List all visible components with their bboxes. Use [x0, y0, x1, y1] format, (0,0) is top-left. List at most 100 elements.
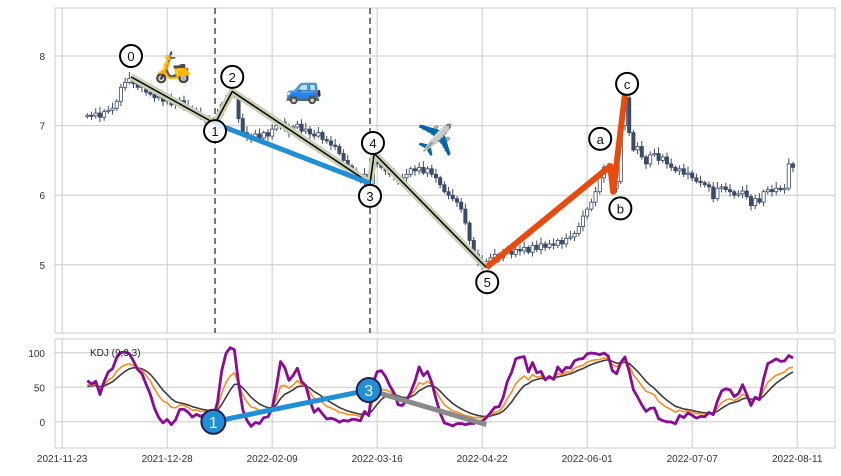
candle-up — [538, 243, 543, 250]
candle-up — [555, 240, 560, 246]
candle-down — [690, 172, 695, 179]
candle-up — [425, 168, 430, 174]
candle-up — [786, 163, 791, 189]
candle-down — [454, 198, 459, 203]
x-tick-label: 2022-02-09 — [247, 454, 299, 465]
candle-down — [744, 190, 749, 197]
candle-down — [446, 191, 451, 196]
kdj-marker-circle — [200, 408, 227, 435]
candle-up — [715, 187, 720, 200]
candle-up — [652, 153, 657, 156]
candle-down — [148, 91, 153, 95]
wave-label: 1 — [211, 124, 218, 139]
wave-label: a — [597, 132, 605, 147]
correction-wave-line — [484, 93, 628, 270]
wave-label-circle — [119, 44, 144, 69]
candle-up — [110, 107, 115, 111]
candle-down — [328, 140, 333, 146]
candle-down — [669, 163, 674, 168]
candle-up — [316, 132, 321, 137]
candle-down — [790, 163, 795, 168]
candle-down — [664, 156, 669, 165]
candle-up — [782, 187, 787, 191]
candle-up — [85, 114, 90, 117]
kdj-d-line — [87, 359, 794, 418]
candle-down — [463, 208, 468, 224]
wave-label-circle — [360, 131, 385, 156]
wave-label: 2 — [229, 70, 236, 85]
candle-up — [753, 198, 758, 207]
candle-up — [114, 100, 119, 109]
candle-up — [660, 156, 665, 161]
candle-down — [543, 243, 548, 248]
y-tick-label: 6 — [39, 191, 45, 202]
wave-label-circle — [615, 71, 640, 96]
candle-up — [677, 168, 682, 172]
candle-down — [681, 168, 686, 175]
x-tick-label: 2022-07-07 — [667, 454, 719, 465]
wave-label-circle — [608, 196, 633, 221]
x-tick-label: 2022-03-16 — [352, 454, 404, 465]
candle-down — [429, 168, 434, 175]
candle-up — [274, 125, 279, 130]
candle-down — [559, 240, 564, 245]
candle-up — [547, 243, 552, 248]
candle-down — [757, 198, 762, 203]
kdj-k-line — [87, 357, 794, 419]
candle-up — [580, 215, 585, 227]
airplane-icon: ✈️ — [416, 121, 453, 157]
candle-down — [526, 247, 531, 253]
wave-label-circle — [358, 183, 383, 208]
candle-up — [576, 226, 581, 234]
candle-down — [320, 132, 325, 140]
candle-up — [303, 128, 308, 132]
candle-up — [593, 191, 598, 203]
wave-label: c — [624, 77, 631, 92]
candle-down — [748, 196, 753, 207]
candle-down — [694, 177, 699, 182]
kdj-y-tick-label: 0 — [39, 418, 45, 429]
wave-label-circle — [203, 119, 228, 144]
candle-down — [702, 182, 707, 186]
candle-down — [778, 187, 783, 191]
candle-down — [265, 132, 270, 137]
candle-up — [736, 193, 741, 196]
candle-down — [450, 194, 455, 200]
x-tick-label: 2022-06-01 — [562, 454, 614, 465]
y-tick-label: 8 — [39, 52, 45, 63]
candle-up — [530, 244, 535, 253]
candle-down — [534, 244, 539, 250]
candle-down — [723, 186, 728, 191]
candle-up — [774, 187, 779, 193]
wave-label: 4 — [369, 136, 376, 151]
wave-label: 3 — [366, 189, 373, 204]
candle-down — [433, 173, 438, 179]
car-icon: 🚙 — [285, 72, 322, 106]
candle-down — [257, 133, 262, 139]
kdj-marker-label: 3 — [364, 383, 373, 400]
candle-up — [118, 86, 123, 102]
candle-down — [333, 144, 338, 147]
scooter-icon: 🛵 — [154, 50, 191, 85]
candle-down — [639, 146, 644, 158]
candle-down — [727, 189, 732, 193]
y-tick-label: 5 — [39, 261, 45, 272]
candle-up — [761, 191, 766, 203]
candle-down — [421, 166, 426, 174]
kdj-marker-label: 1 — [209, 415, 218, 432]
candle-down — [299, 123, 304, 132]
candle-up — [740, 190, 745, 195]
candle-up — [404, 173, 409, 179]
kdj-marker-circle — [355, 377, 382, 404]
candle-up — [261, 132, 266, 139]
candle-down — [706, 184, 711, 188]
candle-up — [648, 154, 653, 165]
candle-down — [627, 97, 632, 133]
x-tick-label: 2022-04-22 — [457, 454, 509, 465]
candle-down — [711, 186, 716, 200]
y-tick-label: 7 — [39, 122, 45, 133]
candle-down — [442, 184, 447, 193]
candle-down — [673, 166, 678, 172]
candle-up — [597, 177, 602, 193]
